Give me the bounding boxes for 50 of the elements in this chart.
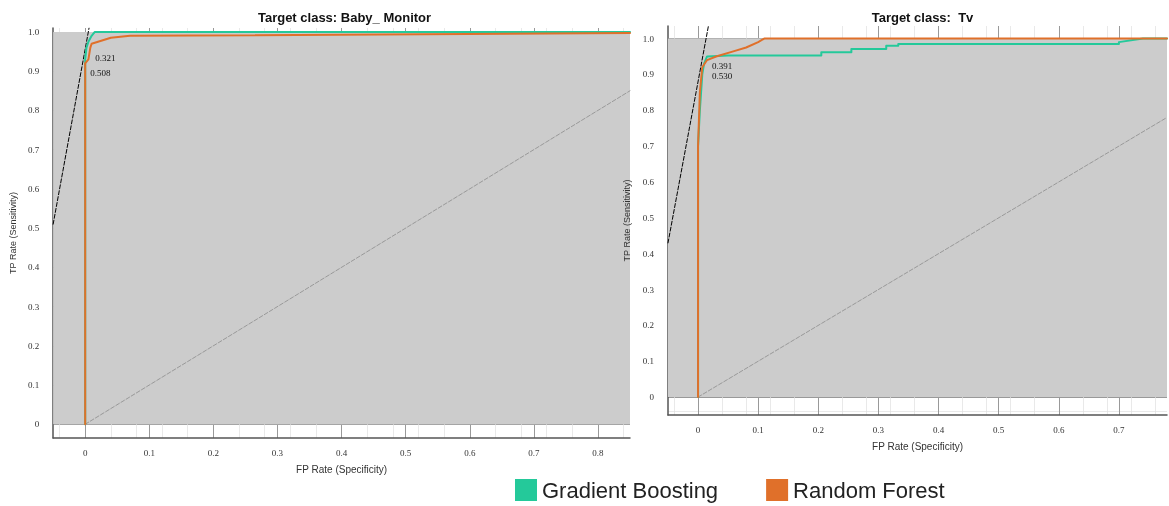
x-tick-label: 0.5: [993, 424, 1005, 435]
y-tick-label: 0.5: [27, 223, 40, 234]
y-tick-label: 0.1: [27, 380, 40, 391]
y-tick-label: 0.2: [642, 320, 654, 331]
y-tick-label: 0.4: [642, 248, 655, 259]
y-tick-label: 0.6: [27, 183, 40, 194]
y-tick-label: 0.5: [642, 212, 655, 223]
y-tick-label: 0.9: [642, 69, 655, 80]
y-tick-label: 0.7: [642, 141, 655, 152]
y-axis-title: TP Rate (Sensitivity): [7, 192, 18, 274]
x-tick-label: 0.7: [528, 447, 540, 458]
x-tick-label: 0.8: [592, 447, 605, 458]
x-tick-label: 0.1: [752, 424, 764, 435]
y-tick-label: 0.2: [27, 340, 40, 351]
annotation: 0.530: [712, 71, 733, 82]
legend-label: Gradient Boosting: [542, 477, 719, 503]
x-tick-label: 0.4: [932, 424, 945, 435]
x-tick-label: 0.3: [271, 447, 284, 458]
y-tick-label: 0.1: [642, 356, 654, 367]
chart-title: Target class: Baby_ Monitor: [257, 10, 432, 25]
x-tick-label: 0.3: [872, 424, 885, 435]
chart-title: Target class: Tv: [871, 10, 975, 25]
y-tick-label: 0.3: [27, 301, 40, 312]
y-axis-title: TP Rate (Sensitivity): [622, 179, 633, 262]
x-axis-title: FP Rate (Specificity): [296, 463, 388, 475]
x-tick-label: 0.2: [812, 424, 824, 435]
annotation: 0.508: [90, 68, 111, 79]
y-tick-label: 0: [649, 392, 655, 403]
x-tick-label: 0.6: [464, 447, 476, 458]
y-tick-label: 0.8: [27, 105, 40, 116]
y-tick-label: 0.6: [642, 176, 655, 187]
y-tick-label: 0.9: [27, 66, 40, 77]
x-tick-label: 0.2: [207, 447, 220, 458]
y-tick-label: 0.3: [642, 284, 655, 295]
x-tick-label: 0.1: [143, 447, 155, 458]
legend-label: Random Forest: [793, 477, 945, 503]
y-tick-label: 1.0: [27, 26, 40, 37]
y-tick-label: 0.4: [27, 262, 40, 273]
x-tick-label: 0.6: [1053, 424, 1065, 435]
x-tick-label: 0: [695, 424, 701, 435]
y-tick-label: 0.8: [642, 105, 655, 116]
x-axis-title: FP Rate (Specificity): [872, 440, 963, 452]
x-tick-label: 0.7: [1113, 424, 1126, 435]
x-tick-label: 0.5: [400, 447, 412, 458]
annotation: 0.321: [95, 52, 116, 63]
y-tick-label: 0.7: [27, 144, 40, 155]
y-tick-label: 1.0: [642, 33, 655, 44]
x-tick-label: 0.4: [335, 447, 348, 458]
annotation: 0.391: [712, 61, 733, 72]
x-tick-label: 0: [82, 447, 88, 458]
